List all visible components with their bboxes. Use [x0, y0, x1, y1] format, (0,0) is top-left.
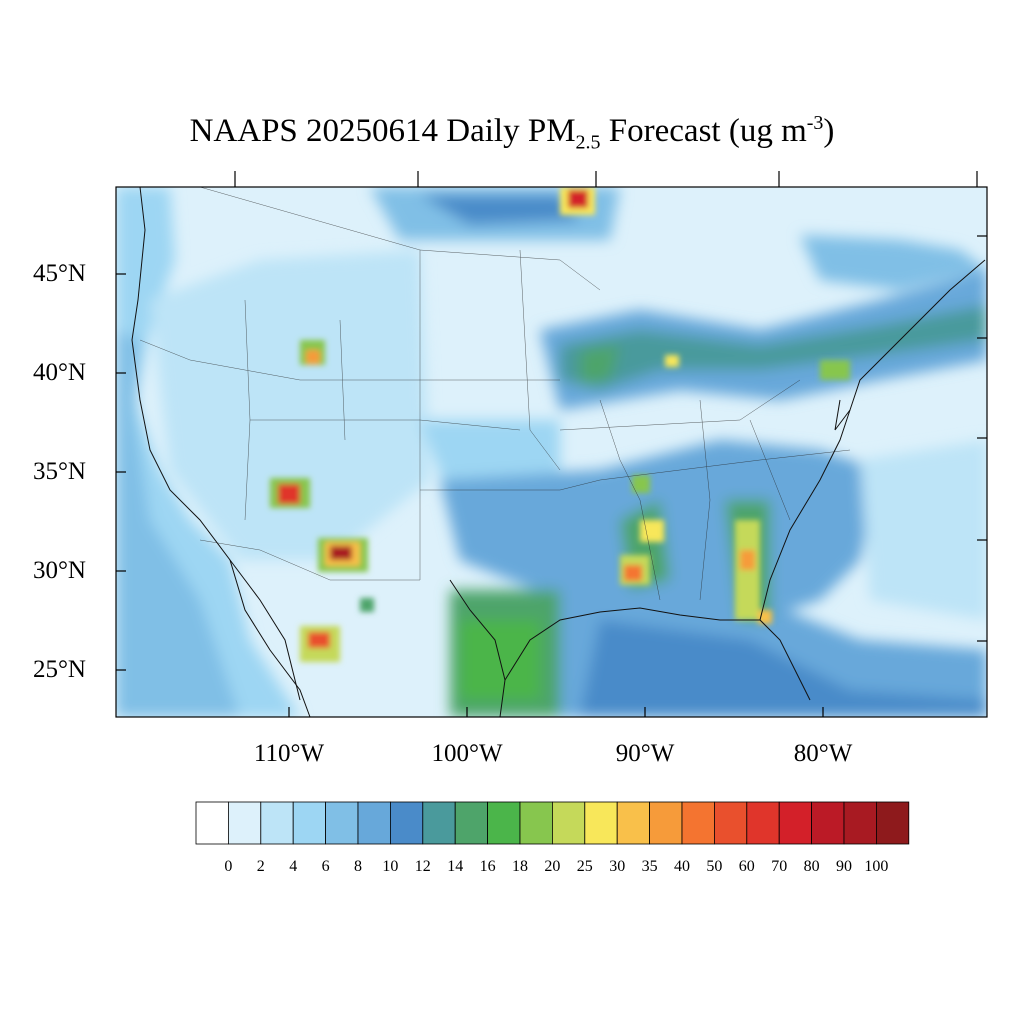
colorbar-label: 100 — [864, 858, 889, 875]
colorbar-label: 8 — [354, 858, 362, 875]
colorbar — [195, 801, 910, 845]
lon-label: 80°W — [793, 740, 853, 767]
state-borders — [139, 187, 851, 601]
axis-ticks — [116, 171, 987, 717]
colorbar-swatch — [292, 801, 327, 845]
colorbar-swatch — [584, 801, 618, 845]
colorbar-label: 2 — [256, 858, 265, 875]
colorbar-swatch — [389, 801, 424, 845]
title-subscript: 2.5 — [575, 131, 601, 154]
lon-label: 100°W — [431, 740, 503, 767]
colorbar-swatch — [487, 801, 521, 845]
colorbar-label: 30 — [609, 858, 626, 875]
colorbar-label: 50 — [706, 858, 723, 875]
colorbar-swatch — [552, 801, 586, 845]
colorbar-swatch — [227, 801, 262, 845]
colorbar-swatch — [422, 801, 456, 845]
colorbar-label: 18 — [512, 858, 528, 875]
colorbar-swatch — [519, 801, 553, 845]
title-suffix: ) — [823, 113, 835, 149]
colorbar-label: 0 — [224, 858, 233, 875]
map-title: NAAPS 20250614 Daily PM2.5 Forecast (ug … — [0, 112, 1024, 155]
fire-hotspots — [270, 187, 850, 662]
colorbar-label: 20 — [544, 858, 561, 875]
colorbar-label: 12 — [414, 858, 431, 875]
colorbar-swatch — [681, 801, 715, 845]
colorbar-label: 16 — [479, 858, 496, 875]
colorbar-label: 60 — [738, 858, 755, 875]
pm25-field — [116, 187, 987, 717]
colorbar-label: 35 — [641, 858, 658, 875]
colorbar-label: 40 — [674, 858, 690, 875]
coastlines — [131, 187, 986, 717]
colorbar-swatch — [778, 801, 813, 845]
colorbar-swatch — [195, 801, 229, 845]
map-frame — [115, 186, 988, 718]
colorbar-label: 10 — [382, 858, 399, 875]
title-prefix: NAAPS 20250614 Daily PM — [189, 113, 576, 149]
colorbar-swatch — [357, 801, 391, 845]
colorbar-swatch — [714, 801, 748, 845]
lon-label: 110°W — [253, 740, 325, 767]
lat-label: 30°N — [32, 557, 86, 584]
colorbar-swatch — [746, 801, 780, 845]
colorbar-swatch — [811, 801, 845, 845]
colorbar-label: 6 — [321, 858, 330, 875]
lat-label: 40°N — [32, 359, 86, 386]
colorbar-swatch — [616, 801, 651, 845]
lat-label: 45°N — [32, 260, 86, 287]
colorbar-swatch — [260, 801, 294, 845]
colorbar-swatch — [649, 801, 683, 845]
lat-label: 35°N — [32, 458, 86, 485]
colorbar-label: 70 — [771, 858, 788, 875]
colorbar-label: 14 — [447, 858, 464, 875]
colorbar-label: 4 — [289, 858, 298, 875]
colorbar-label: 25 — [576, 858, 593, 875]
colorbar-swatch — [454, 801, 489, 845]
lat-label: 25°N — [32, 656, 86, 683]
title-superscript: -3 — [806, 112, 824, 134]
colorbar-swatch — [843, 801, 877, 845]
colorbar-label: 80 — [803, 858, 820, 875]
lon-label: 90°W — [615, 740, 675, 767]
colorbar-swatch — [325, 801, 359, 845]
colorbar-swatch — [876, 801, 910, 845]
title-middle: Forecast (ug m — [600, 113, 807, 149]
colorbar-label: 90 — [836, 858, 852, 875]
